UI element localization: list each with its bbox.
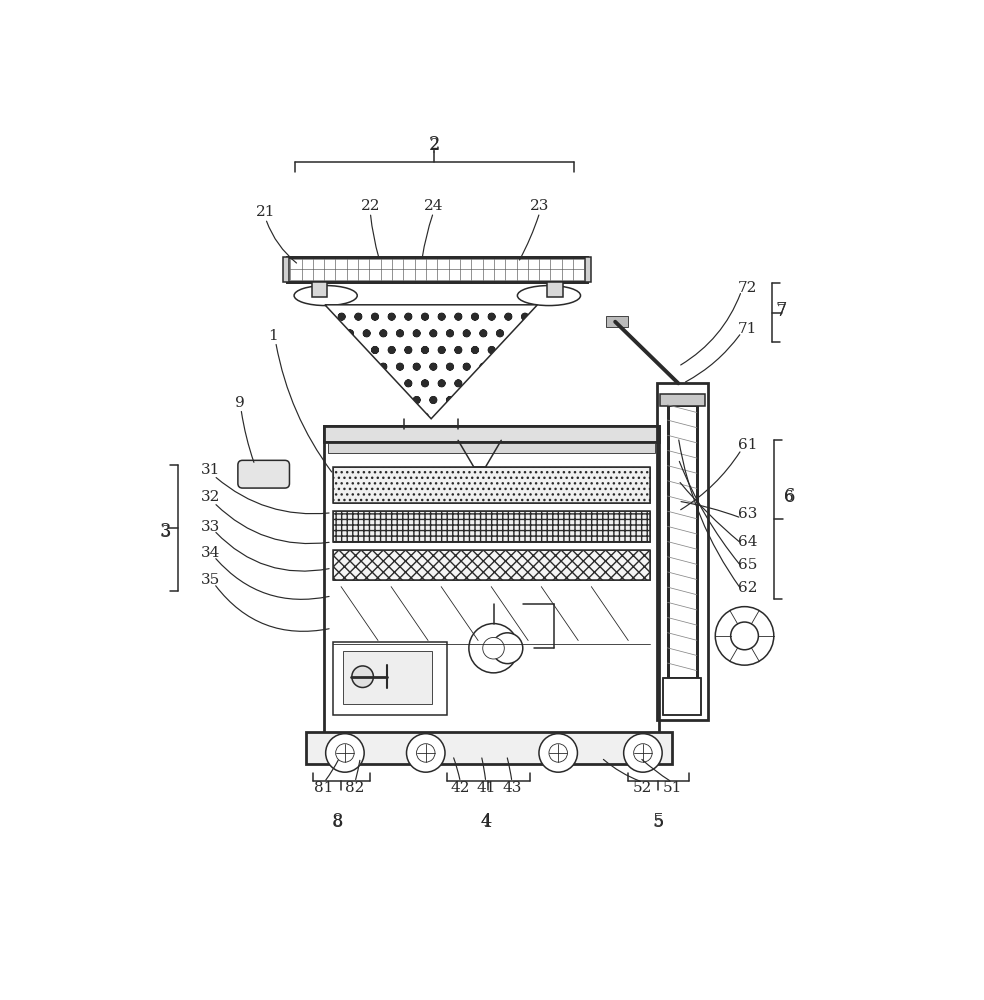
Ellipse shape — [518, 286, 581, 306]
Text: 8: 8 — [333, 813, 343, 831]
Bar — [324, 426, 659, 734]
Bar — [547, 282, 563, 297]
Bar — [343, 651, 432, 704]
FancyBboxPatch shape — [238, 460, 289, 488]
Bar — [667, 405, 697, 678]
Ellipse shape — [294, 286, 357, 306]
Bar — [663, 678, 702, 715]
Text: 4: 4 — [481, 815, 491, 829]
Circle shape — [326, 734, 364, 772]
Circle shape — [624, 734, 662, 772]
Text: 6: 6 — [784, 490, 794, 504]
Text: 61: 61 — [738, 438, 758, 452]
Text: 5: 5 — [652, 813, 664, 831]
Text: 82: 82 — [345, 781, 365, 795]
Text: 63: 63 — [738, 507, 758, 521]
Circle shape — [634, 744, 652, 762]
Text: 71: 71 — [738, 322, 758, 336]
Bar — [656, 383, 707, 720]
Text: 43: 43 — [502, 781, 522, 795]
Text: 33: 33 — [201, 520, 219, 534]
Text: 41: 41 — [476, 781, 496, 795]
Text: 81: 81 — [315, 781, 334, 795]
Text: 8: 8 — [334, 815, 342, 829]
Bar — [328, 443, 655, 453]
Bar — [306, 732, 672, 764]
Circle shape — [406, 734, 445, 772]
Circle shape — [549, 744, 568, 762]
Text: 24: 24 — [424, 199, 443, 213]
Text: 4: 4 — [480, 813, 491, 831]
Bar — [312, 282, 328, 297]
Text: 6: 6 — [783, 488, 795, 506]
Circle shape — [483, 637, 504, 659]
Bar — [663, 678, 702, 715]
Text: 31: 31 — [201, 463, 219, 477]
Bar — [334, 550, 649, 580]
Bar — [334, 511, 649, 542]
Bar — [667, 405, 697, 678]
Text: 2: 2 — [430, 138, 440, 152]
Polygon shape — [325, 305, 537, 419]
Bar — [660, 394, 705, 406]
Bar — [287, 257, 587, 282]
Text: 65: 65 — [738, 558, 758, 572]
Text: 34: 34 — [201, 546, 219, 560]
Bar — [334, 466, 649, 503]
Text: 32: 32 — [201, 490, 219, 504]
Text: 42: 42 — [451, 781, 470, 795]
Bar — [334, 550, 649, 580]
Bar — [324, 426, 659, 442]
Text: 51: 51 — [662, 781, 682, 795]
Text: 52: 52 — [634, 781, 652, 795]
Text: 21: 21 — [256, 205, 276, 219]
Bar — [585, 257, 591, 282]
Circle shape — [492, 633, 523, 664]
Text: 35: 35 — [201, 573, 219, 587]
Bar — [283, 257, 289, 282]
Circle shape — [731, 622, 759, 650]
Bar — [606, 316, 628, 327]
Bar — [334, 466, 649, 503]
Text: 23: 23 — [530, 199, 549, 213]
Text: 22: 22 — [360, 199, 380, 213]
Text: 72: 72 — [738, 281, 758, 295]
Text: 64: 64 — [738, 535, 758, 549]
Circle shape — [336, 744, 354, 762]
Text: 1: 1 — [269, 329, 278, 343]
Text: 7: 7 — [776, 304, 786, 318]
Bar — [287, 257, 587, 282]
Text: 2: 2 — [429, 136, 441, 154]
Bar — [334, 642, 448, 715]
Text: 5: 5 — [653, 815, 663, 829]
Text: 7: 7 — [775, 302, 787, 320]
Bar — [334, 511, 649, 542]
Text: 9: 9 — [234, 396, 244, 410]
Circle shape — [469, 624, 519, 673]
Circle shape — [539, 734, 578, 772]
Text: 3: 3 — [160, 525, 170, 539]
Text: 3: 3 — [159, 523, 171, 541]
Circle shape — [715, 607, 773, 665]
Circle shape — [416, 744, 435, 762]
Text: 62: 62 — [738, 581, 758, 595]
Circle shape — [352, 666, 373, 687]
Bar — [324, 426, 659, 442]
